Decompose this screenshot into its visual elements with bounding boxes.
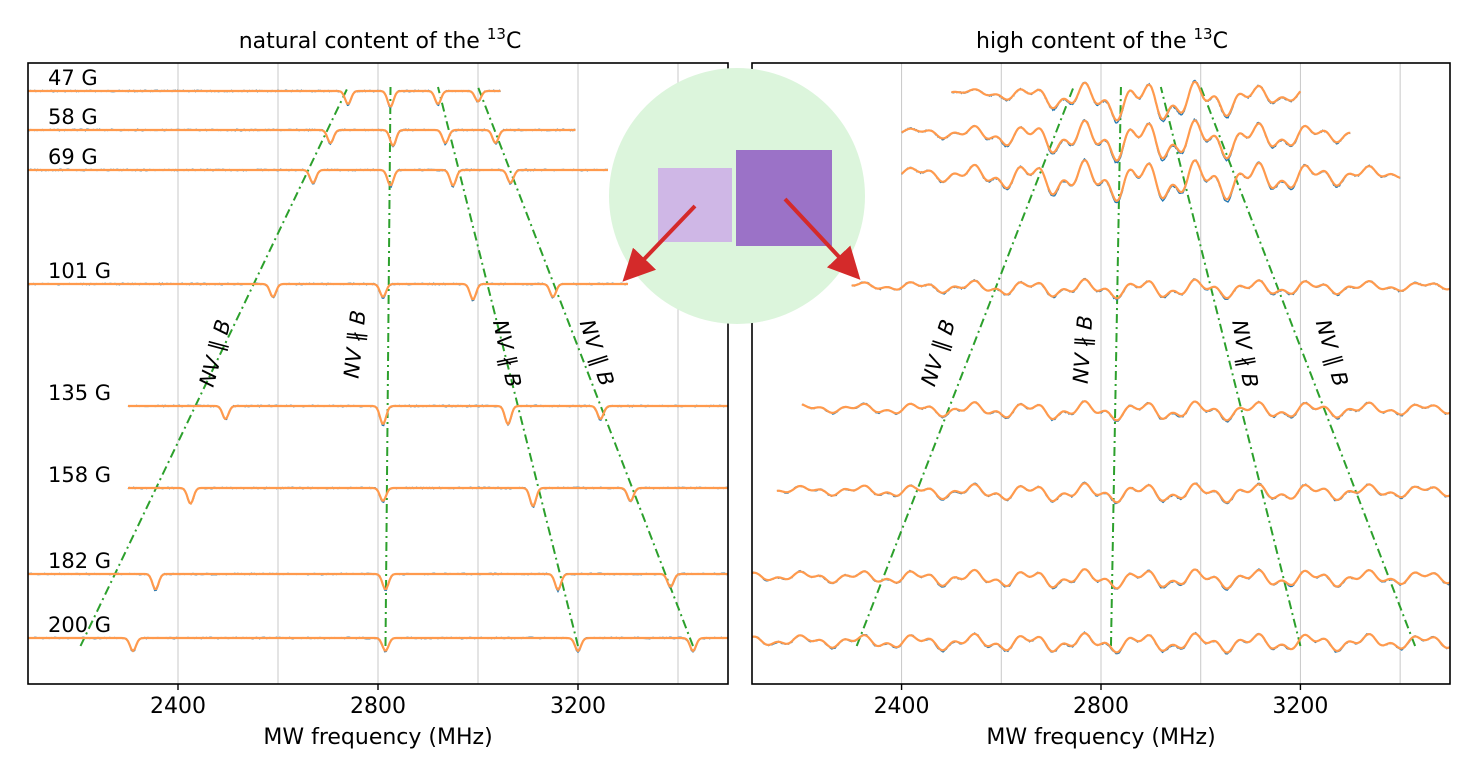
spectrum-fit — [751, 631, 1451, 654]
nv-annotation: NV ∦ B — [340, 309, 371, 379]
spectrum-fit — [28, 168, 608, 187]
guide-line — [477, 86, 694, 647]
x-tick-label: 2800 — [350, 694, 406, 719]
spectrum-fit — [801, 400, 1451, 422]
spectrum-measured — [27, 89, 502, 109]
field-label: 101 G — [48, 259, 111, 283]
x-tick-label: 2800 — [1073, 694, 1129, 719]
nv-annotation: NV ∦ B — [1227, 318, 1263, 389]
nv-annotation: NV ∥ B — [575, 317, 619, 389]
spectrum-fit — [28, 572, 728, 591]
spectrum-fit — [901, 119, 1351, 162]
inset-arrow-left — [622, 204, 697, 282]
spectrum-measured — [127, 404, 729, 427]
x-tick-label: 2400 — [874, 694, 930, 719]
nv-annotation: NV ∦ B — [488, 318, 526, 390]
spectrum-fit — [28, 128, 576, 147]
field-label: 69 G — [48, 145, 98, 169]
field-label: 58 G — [48, 105, 98, 129]
spectrum-fit — [900, 159, 1401, 202]
spectrum-measured — [27, 282, 629, 302]
nv-annotation: NV ∦ B — [1069, 315, 1098, 385]
title-tail: C — [506, 29, 521, 54]
field-label: 135 G — [48, 381, 111, 405]
nv-annotation: NV ∥ B — [195, 317, 236, 389]
spectrum-fit — [951, 80, 1302, 122]
inset-diagram — [609, 68, 865, 324]
title-main: natural content of the — [239, 29, 487, 54]
nv-annotation: NV ∥ B — [916, 317, 960, 389]
title-superscript: 13 — [487, 25, 506, 43]
field-label: 158 G — [48, 463, 111, 487]
spectrum-measured — [951, 79, 1301, 124]
guide-line — [1159, 86, 1302, 647]
title-superscript: 13 — [1194, 25, 1213, 43]
field-label: 182 G — [48, 549, 111, 573]
field-label: 200 G — [48, 613, 111, 637]
x-axis-label: MW frequency (MHz) — [263, 725, 492, 750]
x-axis-label: MW frequency (MHz) — [986, 725, 1215, 750]
panel-title: natural content of the 13C — [239, 25, 522, 54]
spectrum-fit — [776, 482, 1451, 504]
x-tick-label: 2400 — [150, 694, 206, 719]
panel-natural-content: natural content of the 13C 47 G 58 G 69 G 10… — [27, 25, 729, 750]
nv-annotation: NV ∥ B — [1311, 317, 1353, 389]
spectrum-fit — [128, 404, 728, 426]
inset-arrow-right — [783, 197, 861, 280]
spectrum-fit — [28, 636, 728, 653]
spectrum-fit — [851, 278, 1451, 300]
guide-line — [79, 86, 349, 647]
guide-line — [855, 86, 1075, 647]
guide-line — [384, 86, 392, 647]
guide-line — [1109, 86, 1122, 647]
x-tick-label: 3200 — [1272, 694, 1328, 719]
x-tick-label: 3200 — [550, 694, 606, 719]
panel-high-content: high content of the 13C NV ∥ B NV ∦ B NV ∦ … — [751, 25, 1451, 750]
spectrum-fit — [128, 486, 728, 507]
spectrum-fit — [28, 282, 628, 301]
panel-title: high content of the 13C — [976, 25, 1228, 54]
spectrum-fit — [28, 89, 501, 108]
spectrum-fit — [751, 568, 1451, 590]
field-label: 47 G — [48, 66, 98, 90]
guide-line — [437, 86, 579, 647]
title-tail: C — [1213, 29, 1228, 54]
guide-line — [1199, 86, 1417, 647]
title-main: high content of the — [976, 29, 1193, 54]
